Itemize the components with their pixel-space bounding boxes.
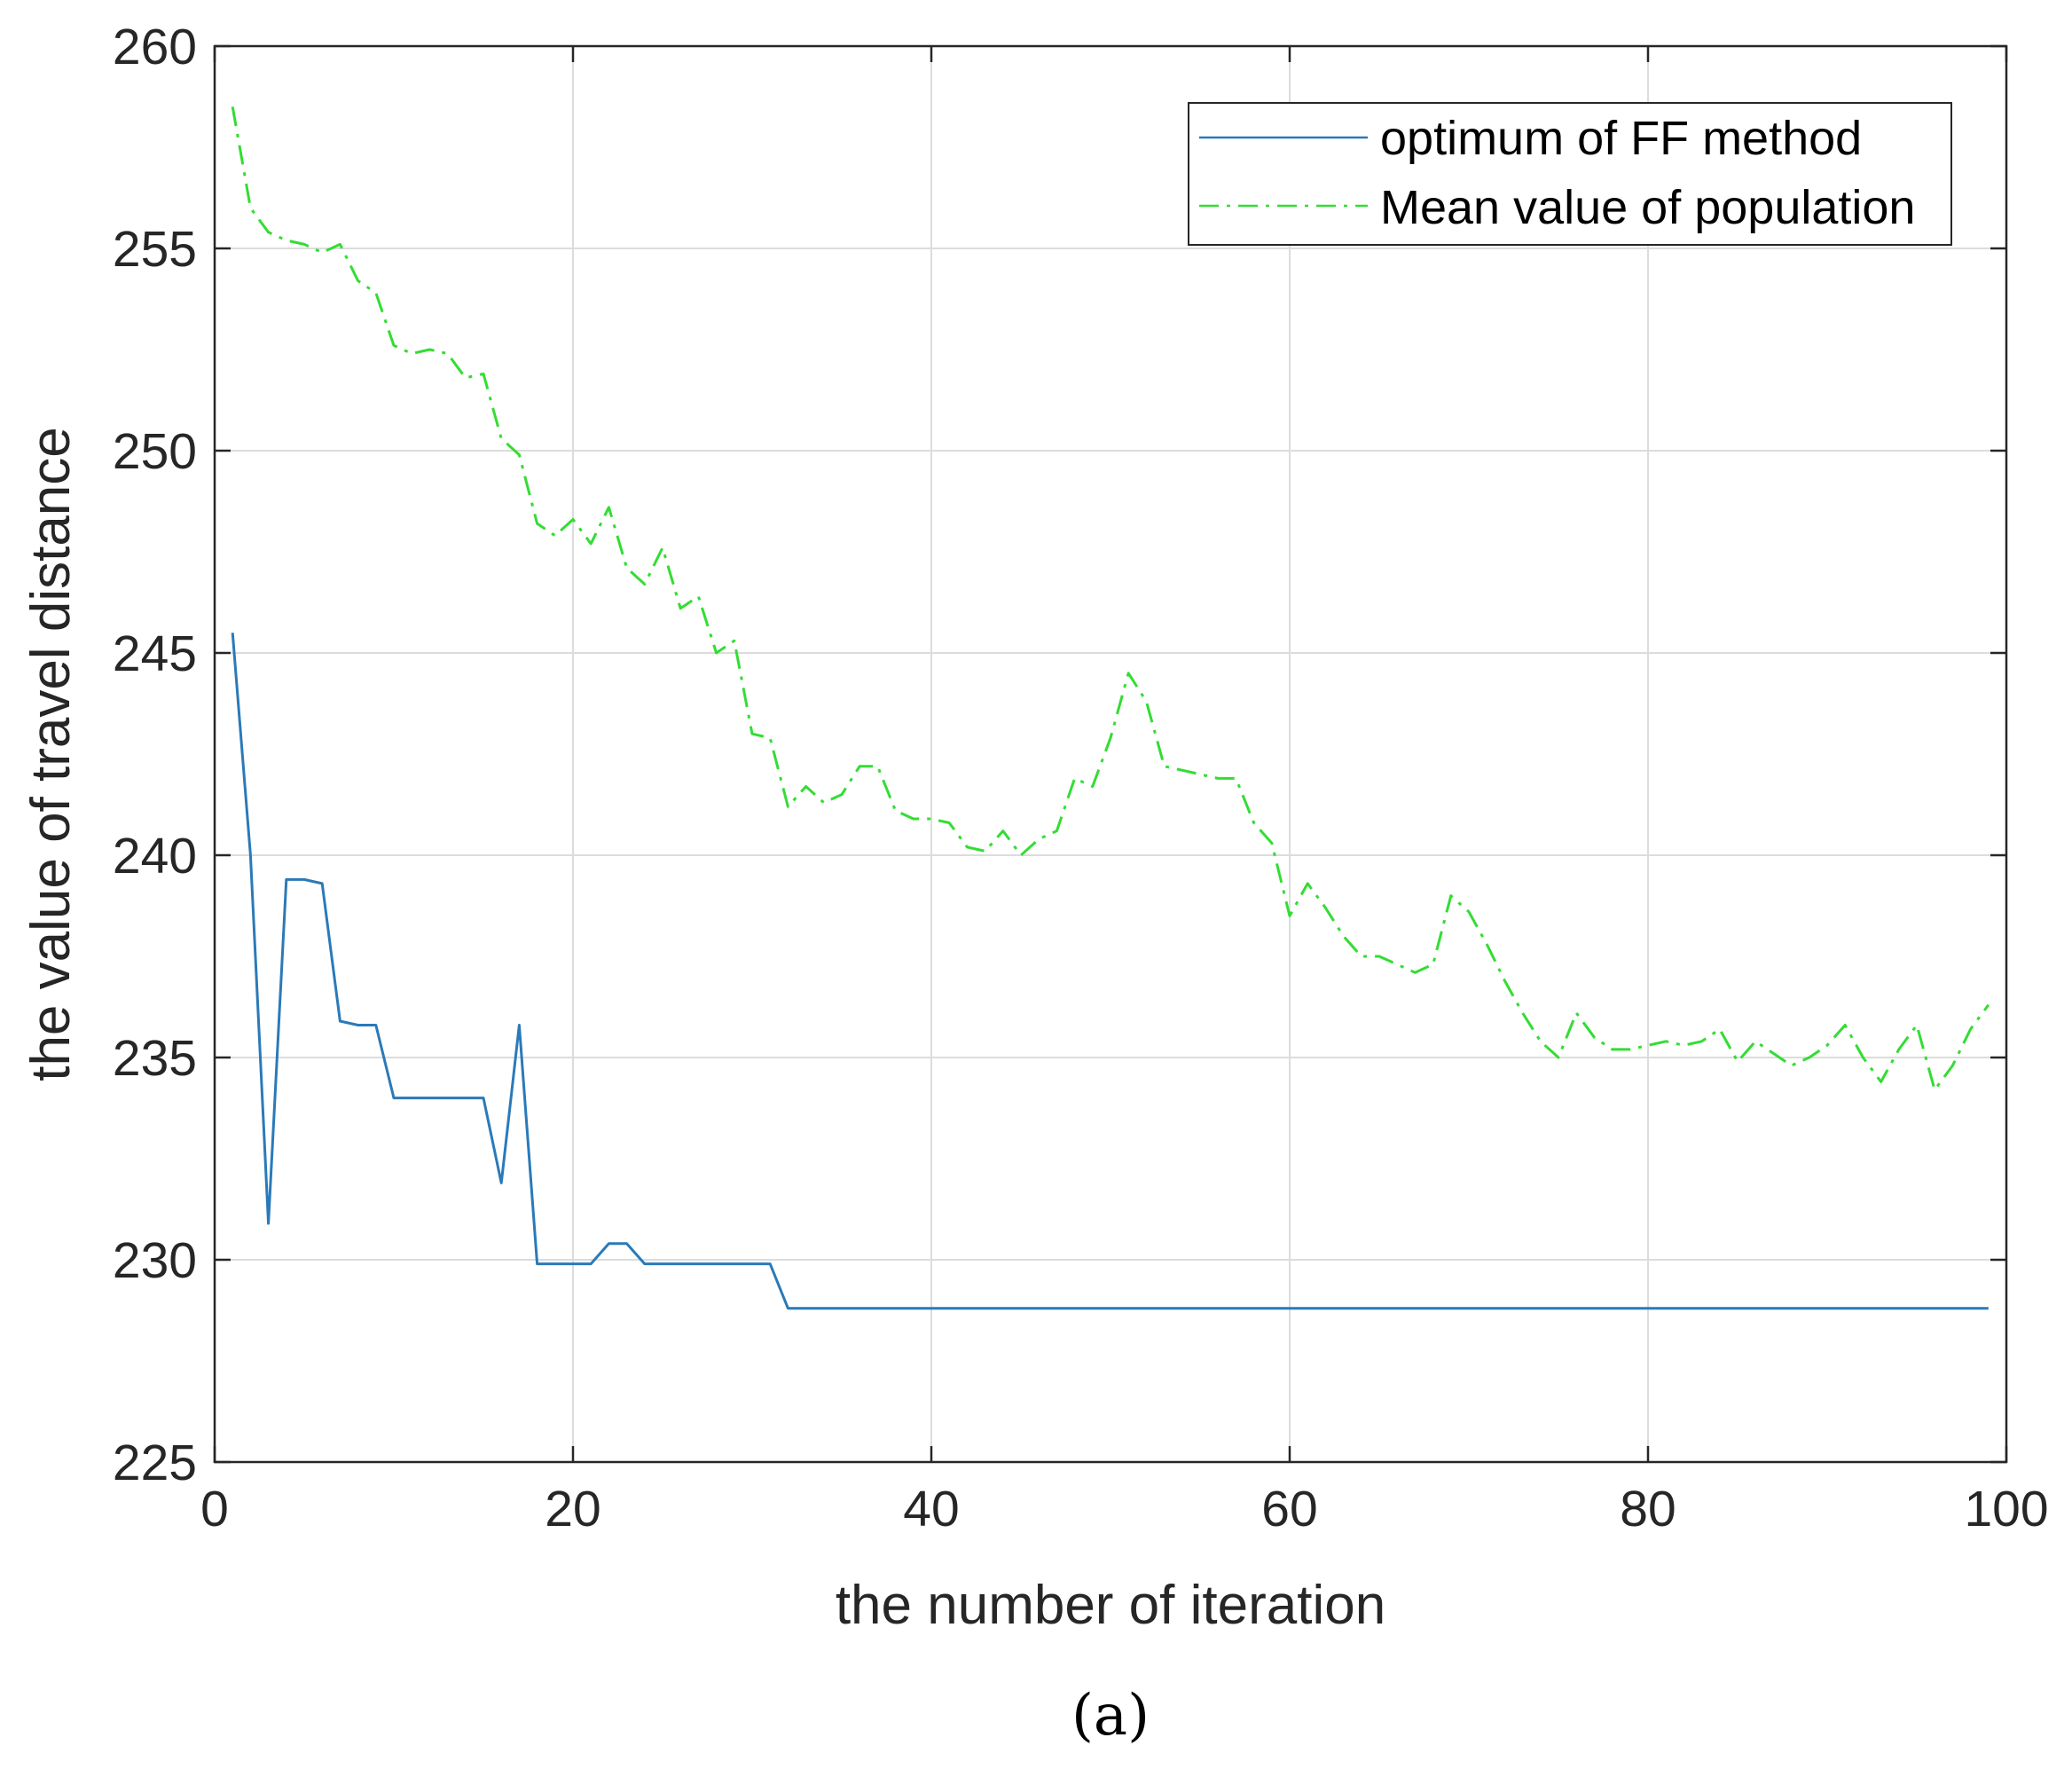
x-tick-label: 0 [200,1481,229,1537]
y-tick-label: 250 [113,423,197,480]
series-lines [231,106,1990,1310]
panel-label: (a) [1071,1683,1150,1749]
y-tick-label: 225 [113,1435,197,1491]
x-tick-label: 60 [1261,1481,1317,1537]
axis-ticks: 0 20 40 60 80 100 225 230 235 240 245 250 255 260 [113,19,2049,1537]
legend-label-mean: Mean value of population [1380,181,1915,234]
y-tick-label: 260 [113,19,197,75]
x-tick-label: 80 [1620,1481,1676,1537]
y-tick-label: 245 [113,625,197,682]
series-line-mean [231,106,1990,1091]
x-tick-label: 40 [903,1481,959,1537]
legend: optimum of FF method Mean value of popul… [1188,102,1952,246]
x-axis-title: the number of iteration [836,1575,1385,1636]
y-tick-label: 235 [113,1030,197,1087]
plot-frame [213,44,2008,1464]
grid-lines [214,45,2007,1463]
series-line-optimum [231,633,1989,1310]
y-tick-label: 255 [113,221,197,278]
y-tick-label: 230 [113,1232,197,1289]
y-tick-label: 240 [113,828,197,884]
legend-box [1188,102,1952,246]
x-tick-label: 20 [545,1481,600,1537]
y-axis-title: the value of travel distance [20,427,82,1081]
x-tick-label: 100 [1964,1481,2048,1537]
legend-label-optimum: optimum of FF method [1380,112,1862,165]
